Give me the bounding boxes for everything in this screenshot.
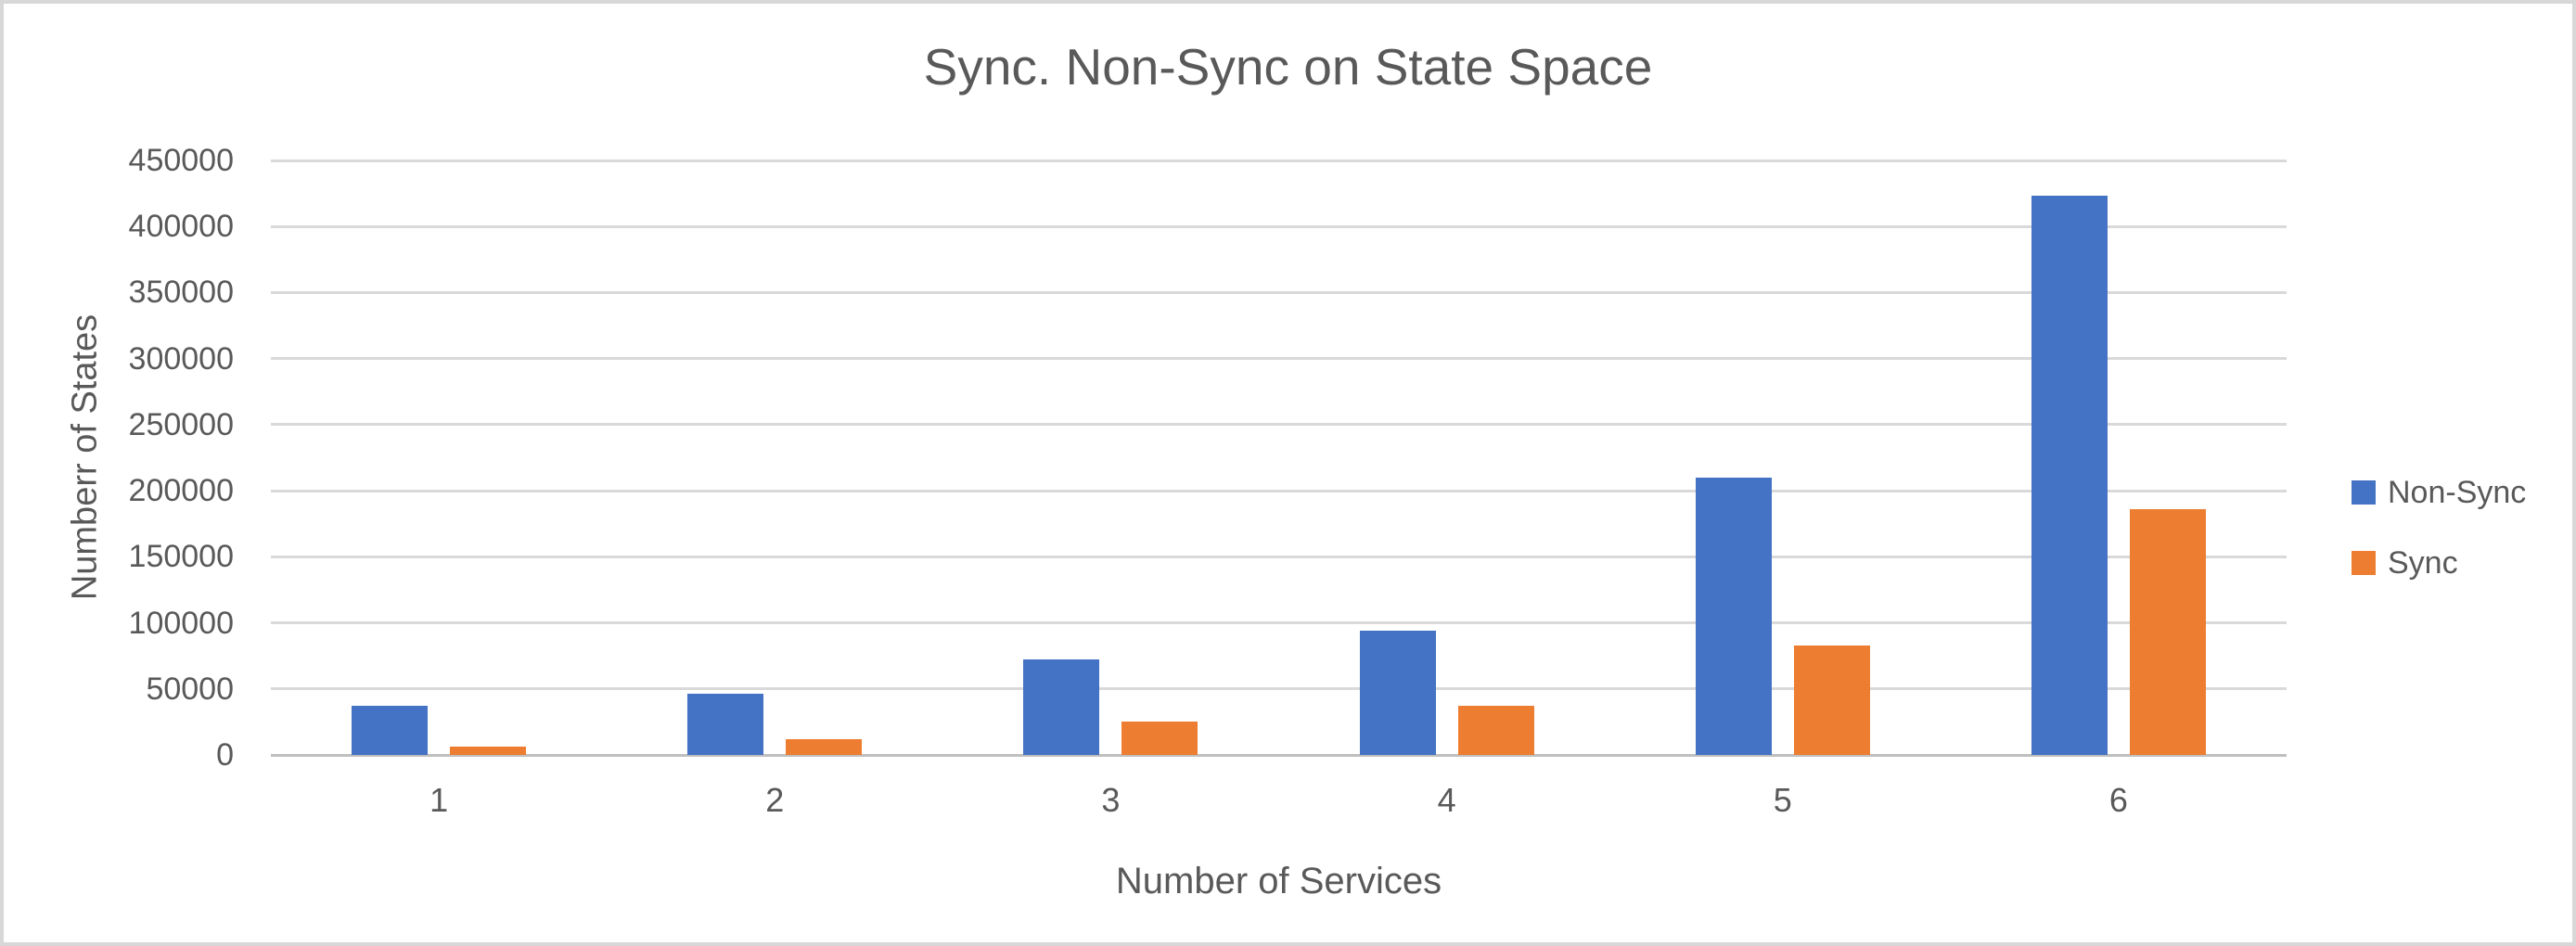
plot-area: 0 50000 100000 150000 200000 250000 300000 3500… — [129, 143, 2287, 819]
gridline — [271, 357, 2287, 361]
bar-sync-4[interactable] — [1457, 706, 1534, 755]
bar-sync-6[interactable] — [2129, 509, 2206, 755]
bar-non-sync-1[interactable] — [352, 706, 429, 755]
bar-non-sync-6[interactable] — [2031, 196, 2108, 755]
x-tick-label: 4 — [1437, 781, 1456, 819]
x-tick-label: 1 — [429, 781, 449, 819]
bar-non-sync-2[interactable] — [687, 694, 764, 755]
y-tick-label: 350000 — [128, 275, 234, 311]
bar-non-sync-3[interactable] — [1023, 659, 1100, 755]
bar-non-sync-4[interactable] — [1359, 631, 1436, 755]
legend-item-non-sync[interactable]: Non-Sync — [2352, 473, 2526, 512]
y-tick-label: 300000 — [128, 340, 234, 377]
gridline — [271, 555, 2287, 558]
bar-sync-1[interactable] — [450, 747, 527, 755]
y-tick-label: 50000 — [146, 671, 234, 707]
y-tick-label: 200000 — [128, 473, 234, 509]
gridline — [271, 687, 2287, 691]
y-tick-label: 450000 — [128, 143, 234, 178]
x-tick-label: 3 — [1101, 781, 1121, 819]
legend-label: Non-Sync — [2388, 475, 2527, 510]
bar-non-sync-5[interactable] — [1695, 477, 1772, 755]
legend-swatch-icon — [2352, 480, 2376, 505]
gridline — [271, 290, 2287, 294]
y-tick-label: 150000 — [128, 539, 234, 575]
y-tick-label: 0 — [216, 737, 234, 773]
x-axis-title: Number of Services — [1115, 861, 1442, 901]
legend: Non-Sync Sync — [2352, 473, 2526, 582]
y-tick-label: 400000 — [128, 209, 234, 245]
y-tick-label: 250000 — [128, 406, 234, 442]
x-tick-label: 2 — [765, 781, 785, 819]
legend-swatch-icon — [2352, 551, 2376, 575]
bar-sync-2[interactable] — [786, 738, 863, 755]
gridline — [271, 159, 2287, 162]
legend-label: Sync — [2388, 545, 2458, 581]
x-tick-label: 6 — [2108, 781, 2128, 819]
gridline — [271, 489, 2287, 492]
chart-title: Sync. Non-Sync on State Space — [923, 38, 1653, 96]
gridline — [271, 224, 2287, 228]
y-tick-label: 100000 — [128, 605, 234, 641]
gridline — [271, 621, 2287, 625]
gridline — [271, 423, 2287, 427]
x-axis-line — [271, 753, 2287, 757]
bar-sync-3[interactable] — [1121, 722, 1198, 755]
legend-item-sync[interactable]: Sync — [2352, 543, 2526, 582]
bar-sync-5[interactable] — [1793, 645, 1870, 755]
x-tick-label: 5 — [1773, 781, 1792, 819]
